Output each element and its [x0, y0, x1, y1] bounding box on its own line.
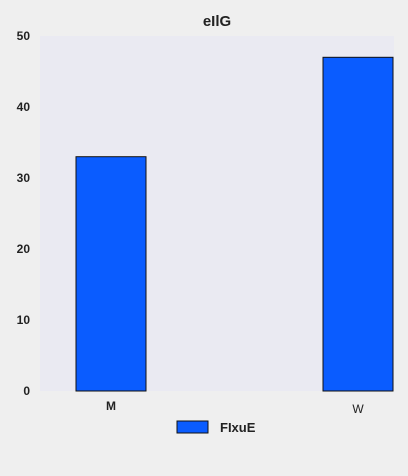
- x-tick-label: W: [352, 402, 364, 416]
- bar: [75, 156, 147, 392]
- legend: FIxuE: [176, 420, 256, 435]
- chart-title: eIlG: [203, 13, 231, 30]
- x-tick-label: M: [106, 399, 116, 413]
- y-tick-label: 30: [17, 171, 31, 185]
- bar: [322, 56, 394, 392]
- legend-swatch: [176, 420, 209, 434]
- y-axis-ticks: 0 10 20 30 40 50: [17, 29, 31, 398]
- y-tick-label: 40: [17, 100, 31, 114]
- legend-label: FIxuE: [220, 420, 256, 435]
- y-tick-label: 0: [23, 384, 30, 398]
- y-tick-label: 20: [17, 242, 31, 256]
- y-tick-label: 50: [17, 29, 31, 43]
- bars: [75, 56, 394, 392]
- y-tick-label: 10: [17, 313, 31, 327]
